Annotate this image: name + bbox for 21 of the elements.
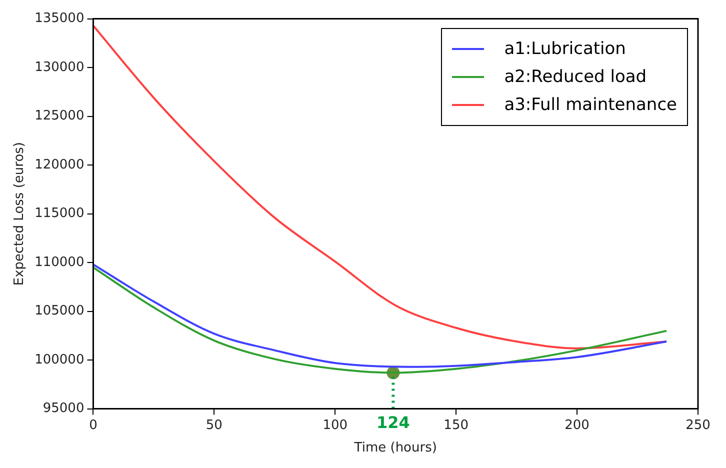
legend-label: a3:Full maintenance	[504, 94, 677, 117]
y-tick-label: 130000	[34, 60, 84, 75]
x-tick-label: 0	[89, 418, 98, 433]
ref-line-label: 124	[376, 412, 410, 432]
x-axis-title: Time (hours)	[353, 440, 437, 456]
y-tick-label: 95000	[42, 401, 84, 416]
legend-label: a1:Lubrication	[504, 38, 626, 61]
x-tick-label: 250	[686, 418, 710, 433]
legend-label: a2:Reduced load	[504, 66, 647, 89]
y-tick-label: 115000	[34, 206, 84, 222]
y-tick-label: 110000	[34, 254, 84, 270]
y-tick-label: 100000	[34, 352, 84, 368]
x-tick-label: 50	[206, 418, 222, 433]
x-tick-label: 150	[444, 418, 469, 433]
y-tick-label: 125000	[34, 108, 84, 124]
x-tick-label: 100	[322, 418, 348, 433]
y-tick-label: 105000	[34, 304, 84, 319]
x-tick-label: 200	[564, 418, 590, 433]
y-tick-label: 120000	[34, 157, 84, 172]
y-axis-title: Expected Loss (euros)	[12, 142, 28, 286]
y-tick-label: 135000	[34, 11, 84, 26]
